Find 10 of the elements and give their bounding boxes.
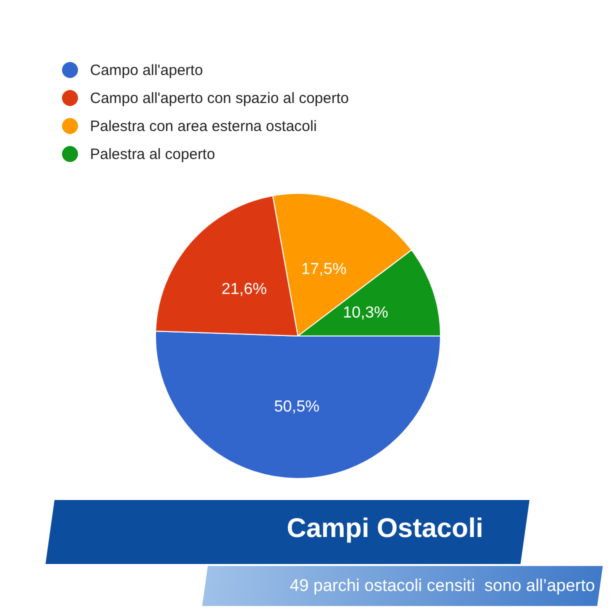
data-label: 17,5% xyxy=(301,261,347,278)
legend-label: Palestra al coperto xyxy=(90,146,216,162)
data-label: 10,3% xyxy=(342,304,388,322)
legend-label: Palestra con area esterna ostacoli xyxy=(90,118,317,134)
data-label: 50,5% xyxy=(274,398,320,416)
legend-label: Campo all'aperto xyxy=(90,62,203,78)
text: 49 parchi ostacoli censiti sono all’aperto xyxy=(288,575,595,597)
data-label: 21,6% xyxy=(221,280,267,298)
legend-label: Campo all'aperto con spazio al coperto xyxy=(90,90,349,106)
text: Campi Ostacoli xyxy=(286,512,484,545)
